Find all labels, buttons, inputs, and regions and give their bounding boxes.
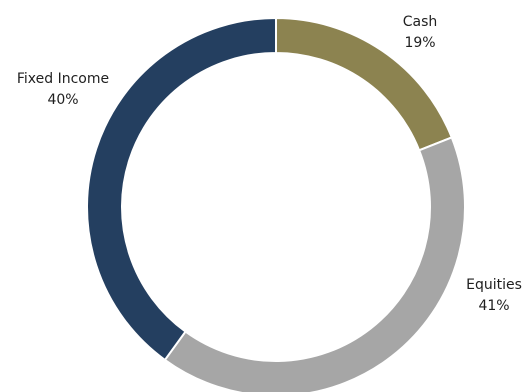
slice-value-cash: 19% — [404, 35, 435, 51]
slice-label-equities: Equities — [466, 277, 522, 293]
slice-fixed-income — [86, 16, 277, 362]
slice-label-fixed-income: Fixed Income — [17, 71, 109, 87]
slice-value-fixed-income: 40% — [47, 92, 78, 108]
slice-value-equities: 41% — [478, 298, 509, 314]
slice-equities — [163, 136, 466, 392]
slice-label-cash: Cash — [403, 14, 438, 30]
